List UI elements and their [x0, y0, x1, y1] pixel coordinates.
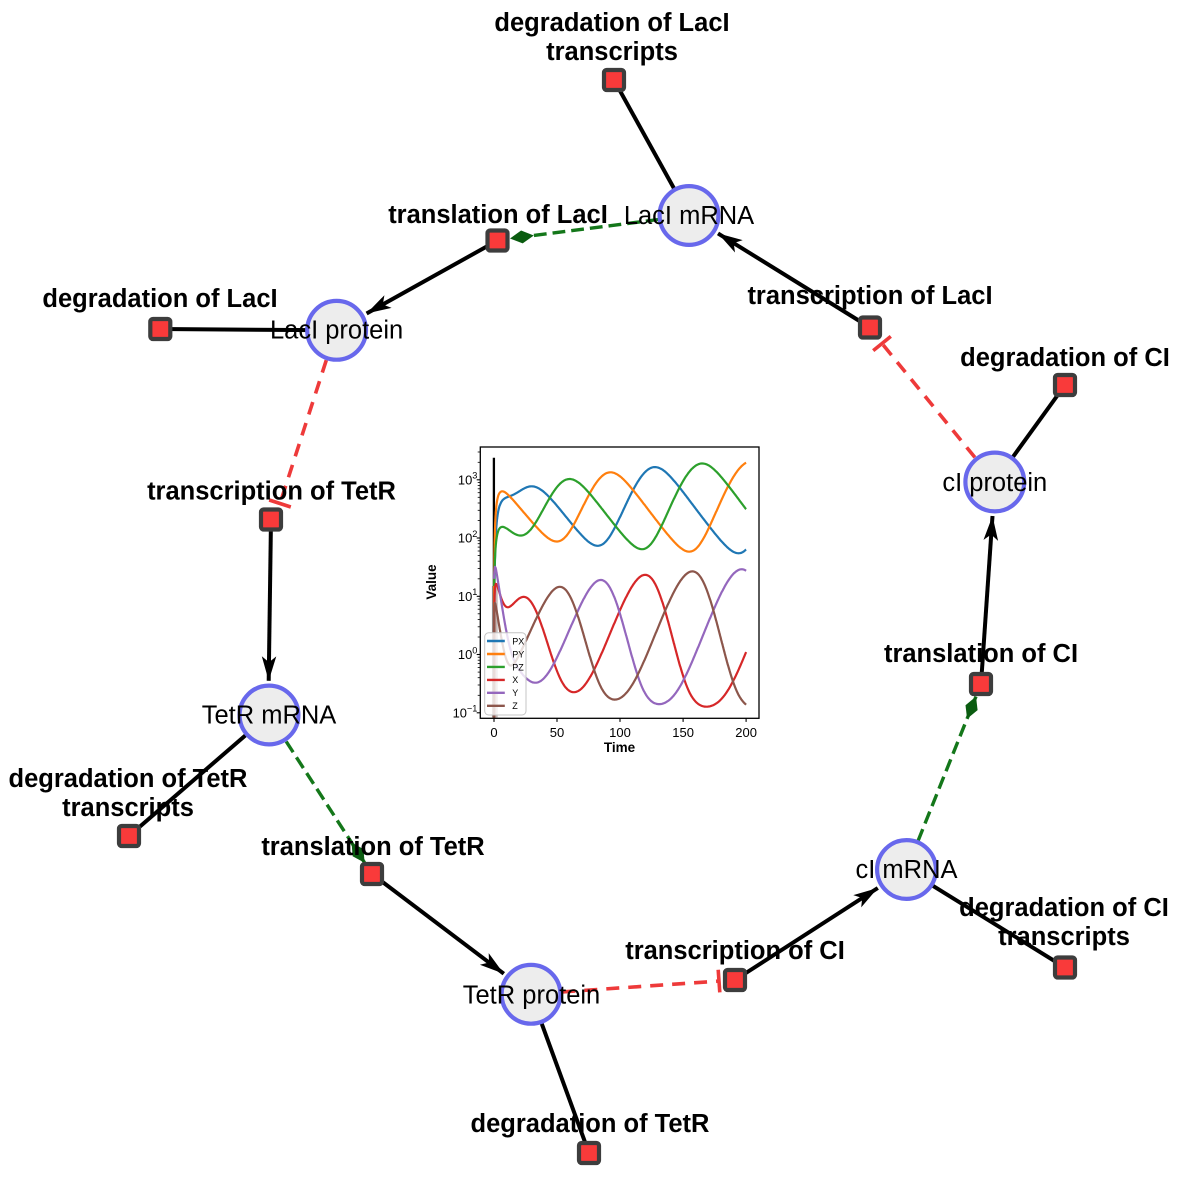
svg-text:degradation of CI: degradation of CI [959, 894, 1169, 922]
svg-text:PX: PX [512, 636, 524, 646]
svg-text:200: 200 [735, 725, 757, 740]
svg-text:LacI protein: LacI protein [270, 316, 403, 344]
svg-text:PZ: PZ [512, 662, 524, 672]
svg-text:transcripts: transcripts [998, 923, 1130, 951]
svg-text:LacI mRNA: LacI mRNA [624, 202, 754, 230]
svg-text:transcription of LacI: transcription of LacI [747, 282, 992, 310]
svg-text:translation of CI: translation of CI [884, 640, 1078, 668]
svg-text:degradation of LacI: degradation of LacI [42, 285, 277, 313]
svg-text:100: 100 [609, 725, 631, 740]
svg-text:translation of LacI: translation of LacI [388, 201, 608, 229]
svg-text:50: 50 [550, 725, 564, 740]
svg-text:TetR mRNA: TetR mRNA [202, 702, 337, 730]
svg-text:transcripts: transcripts [546, 38, 678, 66]
svg-text:degradation of TetR: degradation of TetR [9, 765, 248, 793]
svg-text:degradation of CI: degradation of CI [960, 344, 1170, 372]
svg-text:degradation of LacI: degradation of LacI [494, 9, 729, 37]
svg-text:Z: Z [512, 701, 518, 711]
svg-text:translation of TetR: translation of TetR [261, 833, 484, 861]
svg-text:0: 0 [490, 725, 497, 740]
svg-text:PY: PY [512, 649, 524, 659]
svg-text:Time: Time [604, 740, 636, 755]
svg-text:TetR protein: TetR protein [463, 982, 601, 1010]
svg-text:Value: Value [424, 564, 439, 600]
svg-text:transcription of CI: transcription of CI [625, 937, 845, 965]
svg-text:150: 150 [672, 725, 694, 740]
svg-text:degradation of TetR: degradation of TetR [471, 1110, 710, 1138]
svg-text:cI protein: cI protein [942, 469, 1047, 497]
svg-text:Y: Y [512, 688, 518, 698]
svg-text:X: X [512, 675, 518, 685]
svg-text:transcripts: transcripts [62, 794, 194, 822]
svg-text:transcription of TetR: transcription of TetR [147, 478, 396, 506]
svg-text:cI mRNA: cI mRNA [856, 856, 958, 884]
